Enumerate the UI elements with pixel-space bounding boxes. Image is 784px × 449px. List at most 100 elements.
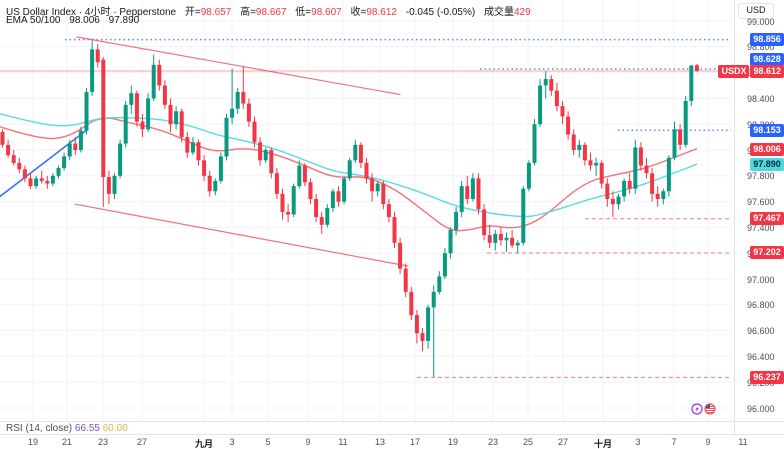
candle[interactable] xyxy=(571,129,576,156)
lightning-event-icon[interactable] xyxy=(691,403,703,415)
candle[interactable] xyxy=(493,229,498,251)
candle[interactable] xyxy=(123,100,128,148)
candle[interactable] xyxy=(622,178,627,202)
candle[interactable] xyxy=(56,165,61,179)
candle[interactable] xyxy=(381,180,386,210)
candle[interactable] xyxy=(252,116,257,148)
symbol-header[interactable]: US Dollar Index · 4小时 · Pepperstone 开=98… xyxy=(6,3,531,18)
candle[interactable] xyxy=(134,90,139,127)
candle[interactable] xyxy=(504,232,509,252)
candle[interactable] xyxy=(633,139,638,194)
candle[interactable] xyxy=(246,98,251,127)
candle[interactable] xyxy=(694,63,699,72)
candle[interactable] xyxy=(179,108,184,143)
time-axis[interactable]: 19 21 23 27 九月 3 5 9 11 13 17 19 23 25 27 十月 3 7 9 11 xyxy=(0,435,784,449)
candle[interactable] xyxy=(45,175,50,189)
candle[interactable] xyxy=(146,93,151,132)
candle[interactable] xyxy=(448,227,453,259)
candle[interactable] xyxy=(241,66,246,109)
candle[interactable] xyxy=(106,170,111,205)
candle[interactable] xyxy=(364,157,369,184)
candle[interactable] xyxy=(269,147,274,179)
candle[interactable] xyxy=(526,160,531,192)
candle[interactable] xyxy=(370,173,375,202)
candle[interactable] xyxy=(538,79,543,127)
candle[interactable] xyxy=(112,173,117,200)
candle[interactable] xyxy=(661,188,666,205)
candle[interactable] xyxy=(599,160,604,189)
candle[interactable] xyxy=(554,82,559,112)
candle[interactable] xyxy=(644,157,649,179)
candle[interactable] xyxy=(594,157,599,176)
candle[interactable] xyxy=(588,152,593,171)
candle[interactable] xyxy=(683,95,688,148)
candle[interactable] xyxy=(280,188,285,220)
candle[interactable] xyxy=(258,137,263,166)
us-flag-event-icon[interactable] xyxy=(704,403,716,415)
candle[interactable] xyxy=(582,142,587,166)
candle[interactable] xyxy=(510,229,515,249)
candle[interactable] xyxy=(482,204,487,241)
descending-channel-lower-trendline[interactable] xyxy=(74,203,409,267)
candle[interactable] xyxy=(118,139,123,179)
ema-legend-label[interactable]: EMA 50/100 xyxy=(6,15,61,26)
candle[interactable] xyxy=(224,113,229,161)
candle[interactable] xyxy=(78,126,83,153)
candle[interactable] xyxy=(409,286,414,321)
ema50-line[interactable] xyxy=(0,117,698,232)
candle[interactable] xyxy=(263,147,268,163)
candle[interactable] xyxy=(442,248,447,279)
rsi-label[interactable]: RSI (14, close) xyxy=(6,423,73,434)
candle[interactable] xyxy=(560,100,565,125)
candle[interactable] xyxy=(672,121,677,161)
ema100-line[interactable] xyxy=(0,113,698,218)
candle[interactable] xyxy=(101,57,106,207)
candle[interactable] xyxy=(543,71,548,99)
candle[interactable] xyxy=(308,178,313,205)
candle[interactable] xyxy=(174,106,179,130)
candle[interactable] xyxy=(353,139,358,163)
candle[interactable] xyxy=(426,304,431,349)
candle[interactable] xyxy=(50,173,55,187)
currency-button[interactable]: USD xyxy=(738,3,774,19)
candle[interactable] xyxy=(190,137,195,156)
candle[interactable] xyxy=(28,173,33,189)
price-axis[interactable]: USD 99.00098.80098.60098.40098.20098.000… xyxy=(718,0,784,434)
candle[interactable] xyxy=(62,152,67,171)
candle[interactable] xyxy=(95,44,100,68)
candle[interactable] xyxy=(386,199,391,223)
candle[interactable] xyxy=(414,309,419,344)
pane-separator[interactable] xyxy=(0,421,784,422)
ascending-support-trendline[interactable] xyxy=(0,129,87,198)
candle[interactable] xyxy=(666,155,671,197)
candle[interactable] xyxy=(67,139,72,161)
candle[interactable] xyxy=(22,165,27,183)
candle[interactable] xyxy=(218,152,223,184)
candle[interactable] xyxy=(610,191,615,218)
candle[interactable] xyxy=(532,119,537,166)
candle[interactable] xyxy=(129,85,134,114)
candle[interactable] xyxy=(454,206,459,236)
candle[interactable] xyxy=(498,227,503,246)
candle[interactable] xyxy=(151,54,156,101)
candle[interactable] xyxy=(90,40,95,96)
candle[interactable] xyxy=(39,170,44,184)
descending-channel-upper-trendline[interactable] xyxy=(76,36,401,96)
candle[interactable] xyxy=(0,129,5,148)
candle[interactable] xyxy=(689,64,694,107)
candle[interactable] xyxy=(678,124,683,150)
candle[interactable] xyxy=(431,285,436,378)
candle[interactable] xyxy=(605,178,610,207)
candle[interactable] xyxy=(375,180,380,197)
candle[interactable] xyxy=(487,224,492,249)
candle[interactable] xyxy=(398,237,403,274)
candle[interactable] xyxy=(470,173,475,202)
candle[interactable] xyxy=(437,271,442,295)
candle[interactable] xyxy=(476,173,481,215)
candle[interactable] xyxy=(168,98,173,132)
candle[interactable] xyxy=(235,88,240,114)
rsi-pane-legend[interactable]: RSI (14, close) 66.55 60.00 xyxy=(6,423,128,434)
candle[interactable] xyxy=(286,204,291,223)
candle[interactable] xyxy=(403,263,408,298)
candle[interactable] xyxy=(11,150,16,166)
